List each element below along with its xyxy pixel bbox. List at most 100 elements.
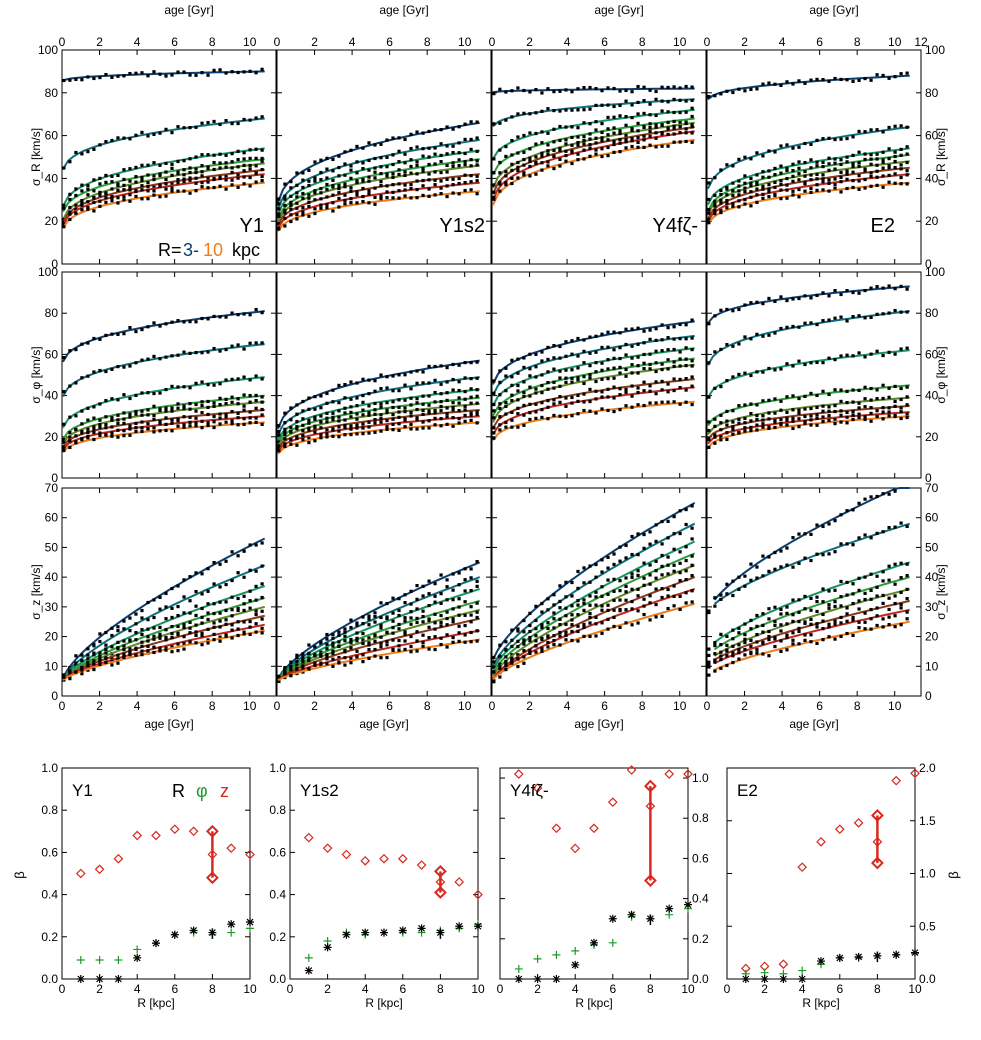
data-point <box>62 390 66 394</box>
data-point <box>642 380 646 384</box>
data-point <box>337 656 341 660</box>
x-tick-label: 10 <box>888 35 902 49</box>
data-point <box>654 361 658 365</box>
data-point <box>618 137 622 142</box>
data-point <box>582 142 586 146</box>
data-point <box>421 370 425 374</box>
data-point <box>200 606 204 611</box>
data-point <box>863 627 867 631</box>
data-point <box>863 415 867 419</box>
data-point <box>92 370 96 374</box>
data-point <box>236 596 240 601</box>
data-point <box>337 196 341 201</box>
data-point <box>409 634 413 639</box>
data-point <box>558 376 562 380</box>
data-point <box>325 652 329 657</box>
data-point <box>797 172 801 176</box>
data-point <box>624 556 628 560</box>
data-point <box>116 653 120 657</box>
data-point <box>690 114 694 119</box>
curve-R5 <box>492 108 695 160</box>
x-tick-label: 8 <box>424 699 431 713</box>
data-point <box>206 165 210 169</box>
data-point <box>684 323 688 327</box>
data-point <box>851 162 855 166</box>
data-point <box>546 149 550 153</box>
data-point <box>528 385 532 389</box>
data-point <box>134 194 138 199</box>
data-point <box>62 673 66 677</box>
data-point <box>140 640 144 644</box>
data-point <box>737 431 741 435</box>
data-point <box>881 530 885 534</box>
data-point <box>230 178 234 182</box>
data-point <box>212 383 216 387</box>
data-point <box>337 644 341 648</box>
data-point <box>463 397 467 401</box>
data-point <box>660 132 664 136</box>
data-point <box>218 315 222 319</box>
data-point <box>182 415 186 419</box>
data-point <box>236 165 240 169</box>
data-point <box>612 348 616 352</box>
data-point <box>504 183 508 187</box>
data-point <box>540 373 544 377</box>
data-point <box>182 425 186 429</box>
beta-phi-point <box>514 964 523 973</box>
data-point <box>373 611 377 615</box>
beta-R-point <box>664 769 675 779</box>
data-point <box>761 82 765 86</box>
data-point <box>612 396 616 400</box>
data-point <box>648 582 652 586</box>
data-point <box>463 600 467 604</box>
data-point <box>188 640 192 644</box>
data-point <box>779 399 783 403</box>
data-point <box>624 138 628 142</box>
data-point <box>98 639 102 644</box>
data-point <box>749 618 753 622</box>
data-point <box>749 638 753 642</box>
data-point <box>236 627 240 631</box>
data-point <box>260 168 264 172</box>
data-point <box>391 374 395 378</box>
data-point <box>331 636 335 640</box>
data-point <box>749 181 753 185</box>
data-point <box>540 109 544 113</box>
data-point <box>570 108 574 112</box>
data-point <box>606 617 610 621</box>
data-point <box>295 436 299 441</box>
data-point <box>660 614 664 618</box>
data-point <box>672 85 676 89</box>
data-point <box>600 332 604 336</box>
data-point <box>80 201 84 205</box>
data-point <box>439 186 443 190</box>
data-point <box>648 594 652 598</box>
data-point <box>469 605 473 609</box>
data-point <box>110 626 114 630</box>
x-tick-label: 10 <box>458 35 472 49</box>
beta-R-range-end <box>643 779 657 793</box>
data-point <box>325 642 329 646</box>
data-point <box>206 120 210 125</box>
data-point <box>791 174 795 178</box>
data-point <box>666 587 670 592</box>
data-point <box>576 603 580 607</box>
data-point <box>319 414 323 418</box>
beta-R-point <box>75 868 86 879</box>
data-point <box>767 366 771 371</box>
data-point <box>128 71 132 76</box>
data-point <box>361 179 365 183</box>
data-point <box>134 421 138 426</box>
data-point <box>857 78 861 83</box>
data-point <box>301 213 305 217</box>
data-point <box>367 425 371 429</box>
data-point <box>427 162 431 167</box>
data-point <box>558 124 562 129</box>
data-point <box>725 193 729 197</box>
data-point <box>242 117 246 122</box>
data-point <box>397 168 401 172</box>
beta-R-range-end <box>433 886 447 899</box>
data-point <box>301 655 305 659</box>
data-point <box>564 580 568 584</box>
